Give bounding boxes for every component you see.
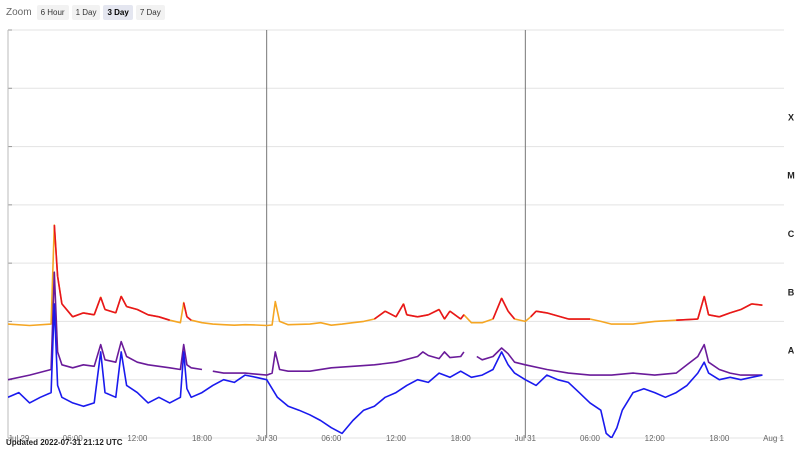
series-highlight-segment (676, 318, 698, 321)
x-tick-label: 06:00 (63, 434, 84, 443)
series-line-2 (8, 303, 763, 438)
series-highlight-segment (373, 310, 386, 320)
series-highlight-segment (120, 295, 128, 307)
series-line-1 (212, 351, 465, 376)
series-highlight-segment (740, 303, 753, 311)
series-highlight-segment (93, 296, 102, 316)
zoom-1-day-button[interactable]: 1 Day (71, 5, 101, 20)
x-tick-label: 18:00 (192, 434, 213, 443)
series-highlight-segment (395, 303, 405, 318)
series-highlight-segment (182, 302, 188, 317)
updated-timestamp: Updated 2022-07-31 21:12 UTC (6, 438, 123, 447)
series-highlight-segment (719, 312, 731, 318)
series-highlight-segment (697, 296, 706, 320)
x-tick-label: 12:00 (645, 434, 666, 443)
series-highlight-segment (99, 296, 106, 310)
series-line-1 (8, 271, 203, 381)
series-highlight-segment (500, 297, 509, 312)
x-tick-label: 12:00 (127, 434, 148, 443)
flare-class-label-b: B (788, 287, 795, 297)
series-highlight-segment (443, 310, 451, 320)
series-highlight-segment (492, 297, 503, 320)
series-line-1 (476, 343, 763, 376)
x-tick-label: 18:00 (709, 434, 730, 443)
series-highlight-segment (703, 296, 710, 315)
x-tick-label: 06:00 (580, 434, 601, 443)
series-highlight-segment (158, 316, 170, 321)
x-tick-label: 18:00 (451, 434, 472, 443)
series-highlight-segment (56, 275, 63, 305)
flare-class-label-c: C (788, 229, 795, 239)
x-tick-label: Aug 1 (763, 434, 784, 443)
series-highlight-segment (402, 303, 408, 316)
flare-class-label-a: A (788, 346, 795, 356)
series-highlight-segment (147, 314, 160, 318)
series-highlight-segment (126, 305, 138, 311)
x-tick-label: Jul 31 (515, 434, 537, 443)
flare-class-label-m: M (787, 171, 795, 181)
x-tick-label: Jul 29 (8, 434, 30, 443)
series-highlight-segment (186, 316, 192, 321)
series-highlight-segment (53, 225, 59, 277)
zoom-6-hour-button[interactable]: 6 Hour (36, 5, 69, 20)
series-highlight-segment (438, 309, 446, 320)
series-highlight-segment (535, 310, 548, 314)
series-highlight-segment (507, 310, 516, 320)
zoom-bar: Zoom 6 Hour 1 Day 3 Day 7 Day (6, 5, 165, 20)
series-highlight-segment (708, 314, 720, 318)
series-highlight-segment (136, 308, 149, 316)
series-line-0 (8, 224, 763, 327)
series-highlight-segment (83, 312, 95, 316)
series-highlight-segment (417, 314, 429, 318)
zoom-label: Zoom (6, 7, 32, 18)
series-highlight-segment (530, 310, 537, 318)
series-highlight-segment (61, 303, 74, 318)
x-tick-label: 06:00 (321, 434, 342, 443)
series-highlight-segment (449, 310, 462, 320)
series-highlight-segment (546, 312, 569, 320)
x-tick-label: 12:00 (386, 434, 407, 443)
series-highlight-segment (427, 308, 440, 316)
series-highlight-segment (406, 314, 418, 318)
zoom-3-day-button[interactable]: 3 Day (103, 5, 133, 20)
series-highlight-segment (72, 312, 84, 318)
x-tick-label: Jul 30 (256, 434, 278, 443)
series-highlight-segment (729, 308, 742, 314)
series-highlight-segment (384, 310, 397, 318)
series-highlight-segment (460, 314, 465, 320)
series-highlight-segment (104, 308, 117, 314)
series-highlight-segment (115, 296, 122, 314)
series-highlight-segment (751, 303, 763, 306)
zoom-7-day-button[interactable]: 7 Day (135, 5, 165, 20)
flare-class-label-x: X (788, 112, 794, 122)
